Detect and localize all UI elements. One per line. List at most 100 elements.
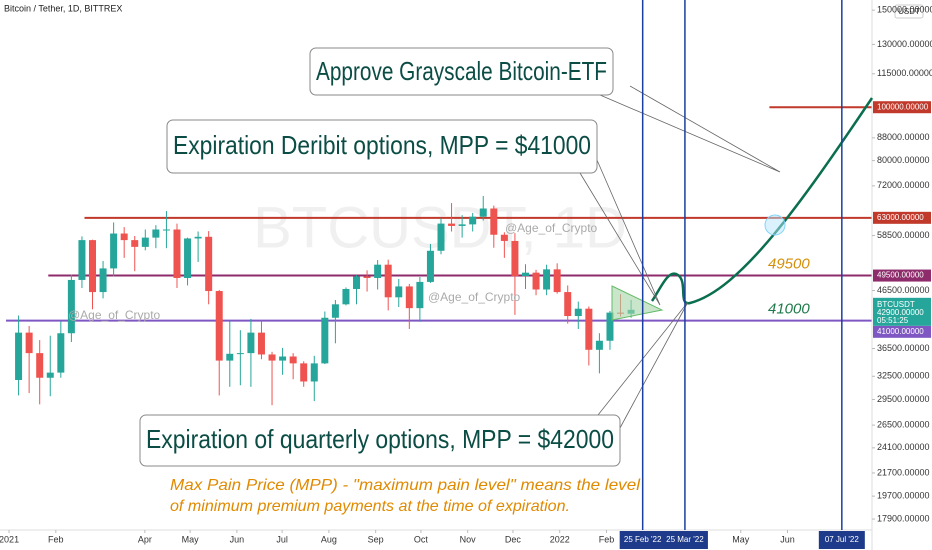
candle-body — [279, 356, 287, 361]
y-tick-label: 19700.00000 — [877, 490, 930, 500]
candle-body — [268, 354, 276, 361]
x-tick-label: Jun — [780, 534, 795, 544]
candle-body — [553, 269, 561, 293]
x-tick-label: Nov — [460, 534, 477, 544]
candle-body — [574, 308, 582, 317]
candle-body — [99, 268, 107, 293]
x-tick-label: Feb — [48, 534, 64, 544]
triangle-pattern — [611, 285, 664, 321]
candle-body — [131, 240, 139, 247]
date-tag — [818, 531, 865, 549]
candle-body — [89, 240, 97, 293]
callout-pointer — [579, 159, 661, 306]
y-tick-label: 115000.00000 — [877, 68, 932, 78]
note-line: Max Pain Price (MPP) - "maximum pain lev… — [170, 477, 640, 494]
y-tick-label: 46500.00000 — [877, 285, 930, 295]
y-tick-label: 32500.00000 — [877, 371, 930, 381]
candle-body — [236, 353, 244, 355]
candle-body — [500, 234, 508, 241]
price-tag — [873, 211, 931, 224]
candle-body — [543, 269, 551, 290]
price-tag-label: 100000.00000 — [877, 102, 929, 111]
candle-body — [469, 216, 477, 225]
candle-body — [78, 240, 86, 280]
price-tag — [873, 101, 931, 114]
callout-text: Expiration of quarterly options, MPP = $… — [146, 424, 614, 454]
candle-body — [374, 264, 382, 278]
candle-body — [532, 272, 540, 290]
y-tick-label: 26500.00000 — [877, 420, 930, 430]
last-price-label: 42900.00000 — [877, 308, 924, 317]
candle-body — [606, 312, 614, 341]
price-tag-label: 41000.00000 — [877, 327, 924, 336]
candle-body — [310, 363, 318, 382]
candle-body — [46, 372, 54, 378]
x-tick-label: Jul — [276, 534, 288, 544]
note-line: of minimum premium payments at the time … — [170, 498, 570, 515]
candle-body — [25, 332, 33, 354]
currency: USDT — [898, 7, 920, 16]
chart-title: Bitcoin / Tether, 1D, BITTREX — [4, 3, 122, 13]
date-tag — [661, 531, 708, 549]
level-label: 41000 — [768, 301, 810, 318]
candle-body — [226, 353, 234, 361]
callout-text: Approve Grayscale Bitcoin-ETF — [316, 56, 607, 86]
candle-body — [353, 276, 361, 289]
x-tick-label: Apr — [138, 534, 152, 544]
price-tag — [873, 325, 931, 338]
candle-body — [141, 237, 149, 247]
candle-body — [173, 229, 181, 278]
x-tick-label: Dec — [505, 534, 522, 544]
x-tick-label: Sep — [368, 534, 384, 544]
x-tick-label: Aug — [321, 534, 337, 544]
candle-body — [490, 208, 498, 235]
candle-body — [416, 281, 424, 309]
callout-pointer — [599, 85, 781, 173]
candle-body — [384, 264, 392, 298]
y-tick-label: 150000.00000 — [877, 5, 932, 15]
y-tick-label: 72000.00000 — [877, 180, 930, 190]
candle-body — [479, 208, 487, 217]
author-tag: @Age_of_Crypto — [505, 221, 598, 235]
candle-body — [458, 224, 466, 226]
price-tag — [873, 269, 931, 282]
candle-body — [331, 304, 339, 318]
candle-body — [426, 250, 434, 282]
candle-body — [120, 233, 128, 241]
x-tick-label: 2022 — [550, 534, 570, 544]
date-tag-label: 25 Feb '22 — [624, 535, 662, 544]
price-tag-label: 63000.00000 — [877, 213, 924, 222]
candle-body — [437, 223, 445, 251]
candle-body — [215, 291, 223, 361]
candle-body — [511, 240, 519, 277]
projection-curve — [650, 97, 874, 305]
candle-body — [57, 333, 65, 373]
candle-body — [247, 332, 255, 354]
callout-box — [166, 119, 598, 174]
candle-body — [405, 286, 413, 309]
candle-body — [363, 276, 371, 278]
candle-body — [205, 236, 213, 292]
y-tick-label: 29500.00000 — [877, 394, 930, 404]
last-price-tag — [873, 297, 931, 326]
candle-body — [564, 292, 572, 317]
date-tag-label: 07 Jul '22 — [825, 535, 860, 544]
candle-body — [194, 236, 202, 239]
y-tick-label: 88000.00000 — [877, 132, 930, 142]
candle-body — [321, 317, 329, 364]
candle-body — [300, 363, 308, 382]
candle-body — [36, 353, 44, 378]
target-circle — [764, 214, 786, 236]
candle-body — [342, 288, 350, 305]
x-tick-label: May — [732, 534, 750, 544]
candle-body — [395, 286, 403, 298]
candle-body — [110, 233, 118, 269]
candle-body — [162, 229, 170, 231]
y-tick-label: 80000.00000 — [877, 155, 930, 165]
x-tick-label: 2021 — [0, 534, 19, 544]
callout-box — [309, 47, 614, 96]
author-tag: @Age_of_Crypto — [68, 308, 161, 322]
candle-body — [585, 308, 593, 350]
y-tick-label: 36500.00000 — [877, 343, 930, 353]
